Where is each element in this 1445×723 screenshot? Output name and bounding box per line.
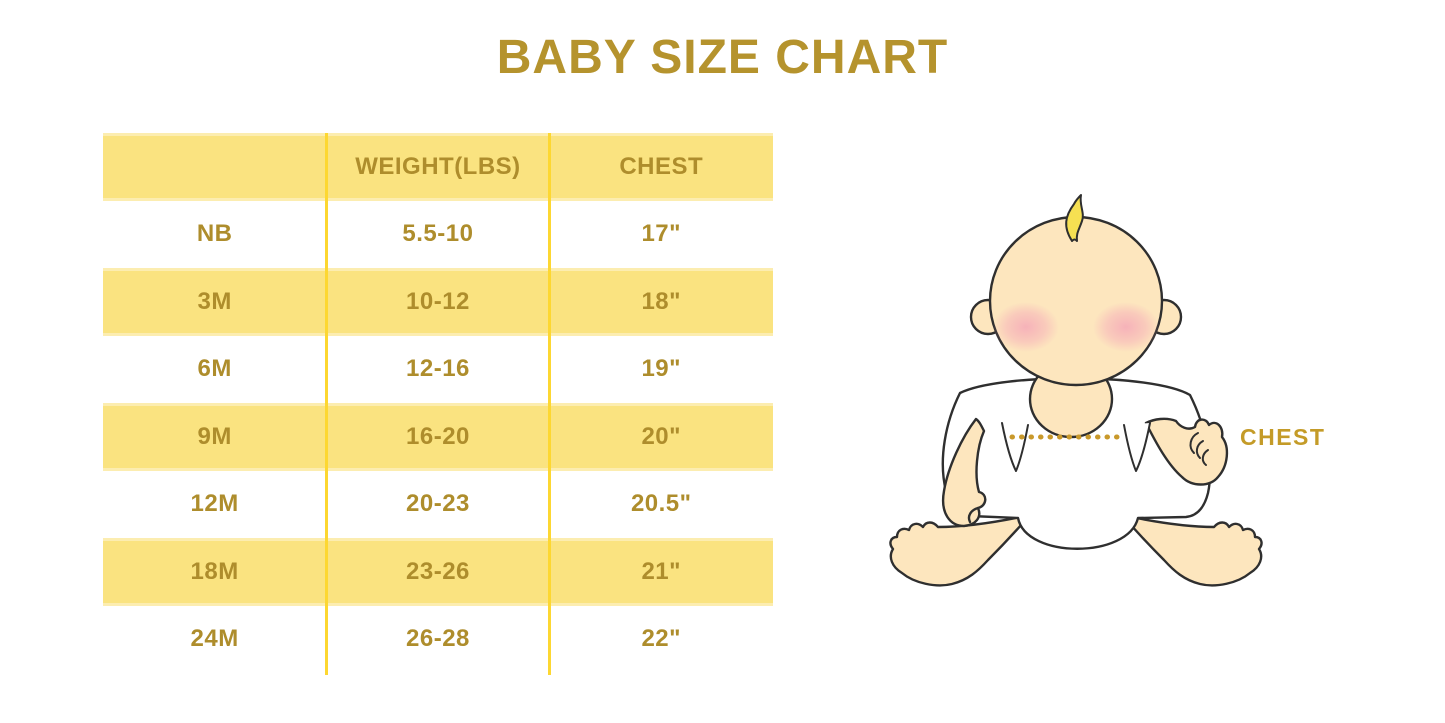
size-cell: 9M	[197, 422, 232, 450]
baby-illustration: CHEST	[880, 175, 1340, 635]
weight-cell: 5.5-10	[402, 220, 474, 248]
header-weight-cell: WEIGHT(LBS)	[355, 152, 521, 180]
size-cell: 18M	[190, 557, 239, 585]
chest-cell: 20"	[641, 422, 682, 450]
chest-cell: 20.5"	[630, 490, 692, 518]
table-row: 6M 12-16 19"	[103, 336, 773, 404]
baby-size-table: WEIGHT(LBS) CHEST NB 5.5-10 17" 3M 10-12…	[103, 133, 773, 675]
size-cell: 6M	[197, 355, 232, 383]
baby-fist-curl	[1201, 449, 1209, 466]
table-row: 9M 16-20 20"	[103, 403, 773, 471]
table-row: 18M 23-26 21"	[103, 538, 773, 606]
weight-cell: 10-12	[406, 287, 470, 315]
table-header-row: WEIGHT(LBS) CHEST	[103, 133, 773, 201]
baby-cheek-left	[993, 302, 1059, 352]
chest-cell: 19"	[641, 355, 682, 383]
weight-cell: 26-28	[406, 625, 470, 653]
page-title: BABY SIZE CHART	[496, 31, 949, 84]
weight-cell: 12-16	[406, 355, 470, 383]
table-row: 3M 10-12 18"	[103, 268, 773, 336]
baby-illustration-svg: CHEST	[889, 194, 1325, 587]
table-row: NB 5.5-10 17"	[103, 201, 773, 269]
baby-fist-curl	[1189, 432, 1199, 454]
baby-arm-right	[1144, 417, 1229, 486]
size-cell: 12M	[190, 490, 239, 518]
table-row: 12M 20-23 20.5"	[103, 471, 773, 539]
weight-cell: 20-23	[406, 490, 470, 518]
header-chest-cell: CHEST	[619, 152, 704, 180]
baby-hair	[1065, 194, 1084, 242]
column-divider	[325, 133, 328, 675]
header-size-cell	[103, 133, 326, 201]
chest-label: CHEST	[1240, 424, 1325, 450]
baby-fist-curl	[1195, 440, 1204, 459]
weight-cell: 23-26	[406, 557, 470, 585]
baby-head	[988, 215, 1164, 387]
baby-leg-left	[889, 513, 1032, 587]
chest-cell: 18"	[641, 287, 682, 315]
chest-cell: 17"	[641, 220, 682, 248]
sleeve-hem-right	[1123, 422, 1151, 472]
column-divider	[548, 133, 551, 675]
weight-cell: 16-20	[406, 422, 470, 450]
size-cell: 24M	[190, 625, 239, 653]
baby-hand-left-curl	[967, 506, 980, 524]
table-row: 24M 26-28 22"	[103, 606, 773, 674]
size-cell: 3M	[197, 287, 232, 315]
baby-cheek-right	[1093, 302, 1159, 352]
baby-leg-right	[1120, 513, 1263, 587]
size-cell: NB	[196, 220, 233, 248]
chest-cell: 22"	[641, 625, 682, 653]
chest-cell: 21"	[641, 557, 682, 585]
